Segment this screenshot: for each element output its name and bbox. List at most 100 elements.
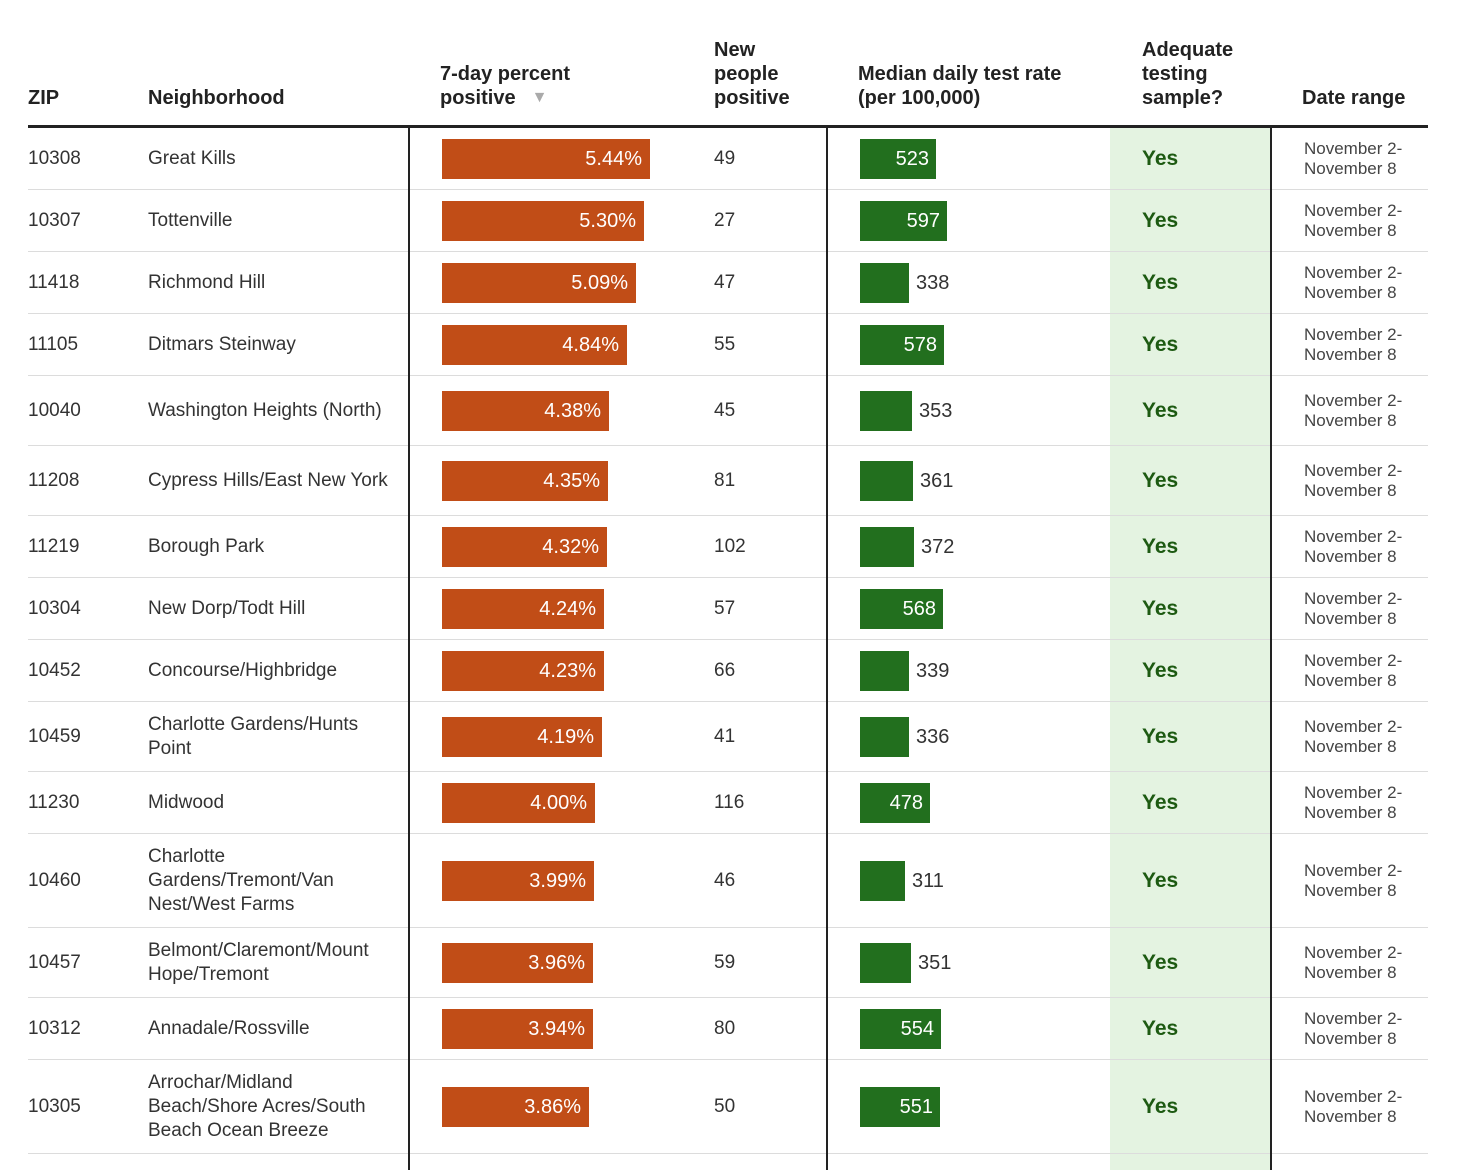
date-range-start: November 2- (1304, 717, 1403, 736)
column-header-percent-positive[interactable]: 7-day percent positive ▼ (440, 62, 570, 110)
test-rate-bar: 478 (860, 783, 930, 823)
new-positive-cell: 66 (714, 660, 736, 681)
column-header-date-range[interactable]: Date range (1302, 86, 1405, 110)
sort-descending-icon[interactable]: ▼ (531, 89, 548, 106)
row-divider (28, 445, 1428, 446)
column-header-neighborhood[interactable]: Neighborhood (148, 86, 285, 110)
date-range-start: November 2- (1304, 783, 1403, 802)
new-positive-cell: 47 (714, 272, 736, 293)
test-rate-bar (860, 263, 909, 303)
new-positive-cell: 27 (714, 210, 736, 231)
neighborhood-cell: Midwood (148, 792, 225, 813)
zip-cell: 10312 (28, 1018, 81, 1039)
date-range-start: November 2- (1304, 651, 1403, 670)
new-positive-cell: 80 (714, 1018, 736, 1039)
date-range-cell: November 2- November 8 (1304, 263, 1428, 303)
date-range-end: November 8 (1304, 881, 1397, 900)
zip-cell: 10040 (28, 400, 81, 421)
date-range-end: November 8 (1304, 411, 1397, 430)
adequate-sample-cell: Yes (1142, 1095, 1179, 1118)
adequate-sample-cell: Yes (1142, 725, 1179, 748)
percent-positive-bar: 5.09% (442, 263, 636, 303)
date-range-end: November 8 (1304, 547, 1397, 566)
row-divider (28, 375, 1428, 376)
zip-positivity-table: ZIP Neighborhood 7-day percent positive ▼… (28, 0, 1428, 1170)
date-range-end: November 8 (1304, 671, 1397, 690)
neighborhood-cell: Arrochar/Midland Beach/Shore Acres/South… (148, 1072, 366, 1141)
column-header-rate-line2: (per 100,000) (858, 87, 981, 109)
date-range-cell: November 2- November 8 (1304, 861, 1428, 901)
test-rate-label: 336 (916, 726, 950, 748)
test-rate-bar (860, 651, 909, 691)
new-positive-cell: 45 (714, 400, 736, 421)
adequate-column-highlight (1110, 128, 1270, 1170)
table-row: 10460 Charlotte Gardens/Tremont/Van Nest/… (28, 834, 1428, 928)
percent-positive-bar: 3.94% (442, 1009, 593, 1049)
adequate-sample-cell: Yes (1142, 147, 1179, 170)
date-range-cell: November 2- November 8 (1304, 461, 1428, 501)
neighborhood-cell: Tottenville (148, 210, 233, 231)
date-range-end: November 8 (1304, 1029, 1397, 1048)
neighborhood-cell: Charlotte Gardens/Hunts Point (148, 714, 359, 759)
neighborhood-cell: Washington Heights (North) (148, 400, 382, 421)
test-rate-label: 372 (921, 536, 955, 558)
test-rate-bar: 551 (860, 1087, 940, 1127)
neighborhood-cell: Richmond Hill (148, 272, 266, 293)
date-range-start: November 2- (1304, 861, 1403, 880)
percent-positive-bar: 4.32% (442, 527, 607, 567)
table-row: 10305 Arrochar/Midland Beach/Shore Acres/… (28, 1060, 1428, 1154)
percent-positive-bar: 5.30% (442, 201, 644, 241)
adequate-sample-cell: Yes (1142, 209, 1179, 232)
adequate-sample-cell: Yes (1142, 271, 1179, 294)
date-range-cell: November 2- November 8 (1304, 391, 1428, 431)
row-divider (28, 251, 1428, 252)
row-divider (28, 639, 1428, 640)
zip-cell: 11219 (28, 536, 80, 557)
date-range-start: November 2- (1304, 263, 1403, 282)
date-range-end: November 8 (1304, 609, 1397, 628)
date-range-start: November 2- (1304, 1087, 1403, 1106)
column-header-new-line2: people (714, 63, 779, 85)
neighborhood-cell: Annadale/Rossville (148, 1018, 310, 1039)
column-header-neighborhood-label: Neighborhood (148, 87, 285, 109)
column-header-new-line3: positive (714, 87, 790, 109)
date-range-cell: November 2- November 8 (1304, 201, 1428, 241)
column-header-date-label: Date range (1302, 87, 1406, 109)
test-rate-bar (860, 527, 914, 567)
zip-cell: 10307 (28, 210, 81, 231)
date-range-cell: November 2- November 8 (1304, 589, 1428, 629)
test-rate-bar (860, 391, 912, 431)
new-positive-cell: 116 (714, 792, 745, 813)
table-row: 10304 New Dorp/Todt Hill 4.24% 57 568 Yes Nove… (28, 578, 1428, 640)
date-range-end: November 8 (1304, 283, 1397, 302)
test-rate-bar: 554 (860, 1009, 941, 1049)
row-divider (28, 1059, 1428, 1060)
zip-cell: 10308 (28, 148, 81, 169)
row-divider (28, 313, 1428, 314)
neighborhood-cell: Ditmars Steinway (148, 334, 296, 355)
date-range-end: November 8 (1304, 159, 1397, 178)
table-row: 10040 Washington Heights (North) 4.38% 45 35… (28, 376, 1428, 446)
adequate-sample-cell: Yes (1142, 333, 1179, 356)
date-range-start: November 2- (1304, 391, 1403, 410)
column-header-adequate-sample[interactable]: Adequate testing sample? (1142, 38, 1233, 110)
column-divider (408, 128, 410, 1170)
date-range-cell: November 2- November 8 (1304, 1009, 1428, 1049)
percent-positive-bar: 4.38% (442, 391, 609, 431)
test-rate-label: 361 (920, 470, 954, 492)
date-range-end: November 8 (1304, 737, 1397, 756)
column-header-zip[interactable]: ZIP (28, 86, 59, 110)
table-row: 10457 Belmont/Claremont/Mount Hope/Tremon… (28, 928, 1428, 998)
test-rate-label: 353 (919, 400, 953, 422)
table-row: 11219 Borough Park 4.32% 102 372 Yes November … (28, 516, 1428, 578)
test-rate-bar: 523 (860, 139, 936, 179)
date-range-cell: November 2- November 8 (1304, 651, 1428, 691)
column-header-new-positive[interactable]: New people positive (714, 38, 790, 110)
date-range-cell: November 2- November 8 (1304, 325, 1428, 365)
new-positive-cell: 57 (714, 598, 736, 619)
percent-positive-bar: 4.19% (442, 717, 602, 757)
zip-cell: 10460 (28, 870, 81, 891)
date-range-start: November 2- (1304, 461, 1403, 480)
column-header-test-rate[interactable]: Median daily test rate (per 100,000) (858, 62, 1061, 110)
test-rate-label: 311 (912, 870, 944, 892)
